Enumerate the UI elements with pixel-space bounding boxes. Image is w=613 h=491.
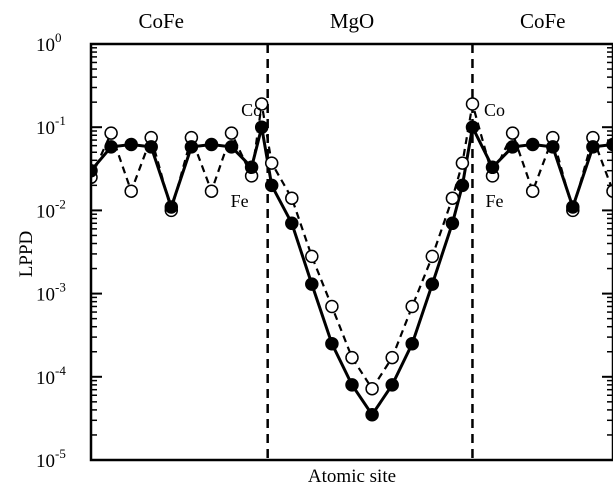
open-point bbox=[365, 381, 379, 396]
filled-point bbox=[566, 200, 580, 214]
y-tick-label: 10-1 bbox=[36, 113, 66, 139]
filled-point bbox=[425, 277, 440, 291]
filled-point bbox=[124, 137, 138, 152]
filled-point bbox=[264, 178, 279, 193]
y-tick-label: 10-5 bbox=[36, 446, 66, 472]
open-point bbox=[305, 249, 319, 264]
open-point bbox=[204, 184, 219, 198]
filled-point bbox=[345, 378, 359, 392]
x-axis-label: Atomic site bbox=[308, 466, 396, 487]
open-point bbox=[124, 184, 138, 198]
filled-point bbox=[254, 120, 269, 134]
filled-point bbox=[224, 140, 239, 154]
y-tick-label: 100 bbox=[36, 30, 62, 56]
open-point bbox=[224, 126, 239, 140]
filled-point bbox=[385, 378, 399, 392]
annotation-label: Fe bbox=[486, 191, 504, 211]
annotation-label: Fe bbox=[231, 191, 249, 211]
region-label: CoFe bbox=[520, 9, 566, 33]
filled-point bbox=[455, 178, 470, 193]
filled-point bbox=[204, 137, 219, 152]
filled-point bbox=[525, 137, 540, 152]
region-label: CoFe bbox=[139, 9, 185, 33]
y-tick-label: 10-4 bbox=[36, 363, 66, 389]
filled-point bbox=[586, 140, 600, 154]
filled-point bbox=[325, 336, 339, 351]
region-label: MgO bbox=[330, 9, 374, 33]
y-tick-label: 10-2 bbox=[36, 196, 66, 222]
filled-point bbox=[485, 160, 500, 175]
y-axis-label: LPPD bbox=[16, 231, 37, 277]
filled-point bbox=[104, 140, 118, 154]
filled-point bbox=[244, 160, 259, 175]
filled-point bbox=[305, 277, 319, 291]
plot-border bbox=[89, 42, 613, 462]
open-point bbox=[606, 184, 613, 198]
filled-point bbox=[144, 140, 158, 154]
open-point bbox=[264, 156, 279, 170]
filled-point bbox=[606, 137, 613, 152]
open-point bbox=[104, 126, 118, 140]
open-point bbox=[345, 350, 359, 365]
open-point bbox=[285, 191, 299, 205]
open-point bbox=[425, 249, 440, 264]
y-tick-label: 10-3 bbox=[36, 280, 66, 306]
filled-point bbox=[505, 140, 520, 154]
annotation-label: Co bbox=[484, 100, 505, 120]
filled-point bbox=[285, 216, 299, 231]
open-point bbox=[385, 350, 399, 365]
open-point bbox=[254, 97, 269, 111]
series-dashed-line bbox=[91, 103, 613, 391]
open-point bbox=[405, 299, 419, 314]
filled-point bbox=[164, 200, 179, 214]
filled-point bbox=[365, 407, 379, 422]
filled-point bbox=[465, 120, 480, 134]
plot-frame bbox=[89, 42, 613, 462]
open-point bbox=[505, 126, 520, 140]
open-point bbox=[525, 184, 540, 198]
filled-point bbox=[546, 140, 560, 154]
open-point bbox=[465, 97, 480, 111]
filled-point bbox=[184, 140, 199, 154]
open-point bbox=[455, 156, 470, 170]
plot-data-layer bbox=[91, 44, 613, 460]
open-point bbox=[325, 299, 339, 314]
filled-point bbox=[405, 336, 419, 351]
annotation-label: Co bbox=[241, 100, 262, 120]
filled-point bbox=[445, 216, 460, 231]
series-solid-line bbox=[91, 122, 613, 418]
open-point bbox=[445, 191, 460, 205]
